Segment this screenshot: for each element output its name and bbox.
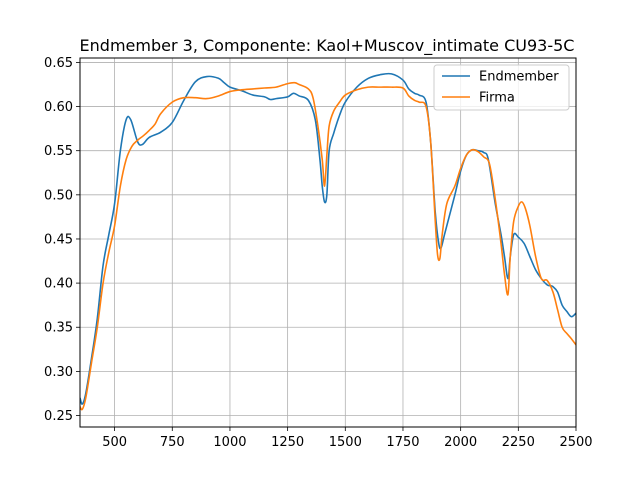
y-axis: 0.25 0.30 0.35 0.40 0.45 0.50 0.55 0.60 0.65: [44, 56, 80, 424]
y-tick-label: 0.65: [44, 56, 73, 71]
x-tick-label: 1750: [386, 435, 419, 450]
x-tick-label: 2000: [444, 435, 477, 450]
x-tick-label: 1000: [213, 435, 246, 450]
y-tick-label: 0.30: [44, 365, 73, 380]
chart-title: Endmember 3, Componente: Kaol+Muscov_int…: [80, 36, 575, 56]
y-tick-label: 0.60: [44, 100, 73, 115]
plot-area-frame: [79, 57, 577, 428]
y-tick-label: 0.40: [44, 277, 73, 292]
y-tick-label: 0.25: [44, 409, 73, 424]
plot-lines: [80, 72, 576, 411]
y-tick-label: 0.45: [44, 232, 73, 247]
x-tick-label: 750: [160, 435, 185, 450]
legend-label-firma: Firma: [479, 91, 515, 106]
x-axis: 500 750 1000 1250 1500 1750 2000 2250 2500: [102, 427, 593, 450]
legend: Endmember Firma: [433, 64, 570, 111]
x-tick-label: 500: [102, 435, 127, 450]
y-tick-label: 0.50: [44, 188, 73, 203]
x-tick-label: 2500: [559, 435, 592, 450]
series-line-endmember: [80, 72, 576, 405]
series-line-firma: [80, 81, 576, 411]
x-tick-label: 1500: [329, 435, 362, 450]
x-tick-label: 1250: [271, 435, 304, 450]
y-tick-label: 0.55: [44, 144, 73, 159]
x-tick-label: 2250: [502, 435, 535, 450]
y-tick-label: 0.35: [44, 321, 73, 336]
legend-label-endmember: Endmember: [479, 70, 559, 85]
